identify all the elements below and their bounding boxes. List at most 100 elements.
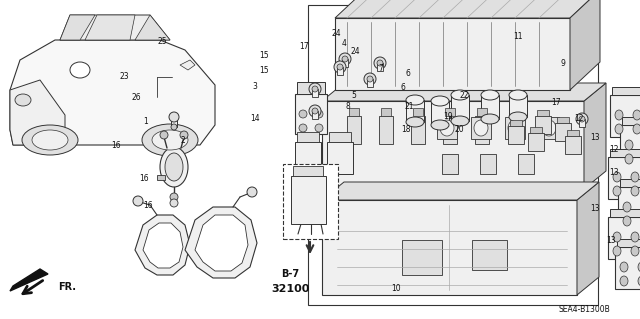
Text: 13: 13 [590,133,600,142]
Bar [539,117,559,139]
Ellipse shape [638,262,640,272]
Bar [171,117,177,127]
Bar [437,117,457,139]
Ellipse shape [406,117,424,127]
Bar [377,63,383,71]
Bar [367,79,373,87]
Ellipse shape [339,53,351,65]
Bar [431,101,449,125]
Ellipse shape [631,186,639,196]
Ellipse shape [509,90,527,100]
Ellipse shape [367,76,373,82]
Bar [505,117,525,139]
Ellipse shape [169,112,179,122]
Text: 24: 24 [331,29,341,38]
Bar [291,176,326,224]
Bar [475,116,489,144]
Bar [518,154,534,174]
Text: 4: 4 [342,39,347,48]
Ellipse shape [615,124,623,134]
Ellipse shape [623,202,631,212]
Ellipse shape [160,147,188,187]
Ellipse shape [180,131,188,139]
Bar [442,154,458,174]
Bar [509,95,527,117]
Text: 12: 12 [610,145,619,154]
Ellipse shape [32,130,68,150]
Ellipse shape [374,57,386,69]
Polygon shape [143,223,183,268]
Text: 6: 6 [406,69,411,78]
Ellipse shape [170,199,178,207]
Text: 9: 9 [561,59,566,68]
Polygon shape [584,83,606,189]
Bar [477,108,487,116]
Text: 22: 22 [460,91,469,100]
Bar [535,116,551,134]
Ellipse shape [406,95,424,105]
Polygon shape [60,15,95,40]
Bar [381,108,391,116]
Ellipse shape [623,216,631,226]
Polygon shape [85,15,135,40]
Bar [612,87,640,95]
Text: 8: 8 [345,102,350,111]
Text: 2: 2 [180,136,185,145]
Text: 13: 13 [606,236,616,245]
Ellipse shape [133,196,143,206]
Ellipse shape [576,113,588,125]
Ellipse shape [451,116,469,126]
Ellipse shape [625,140,633,150]
Text: B-7: B-7 [281,269,299,279]
Polygon shape [322,182,599,200]
Bar [528,133,544,151]
Bar [327,142,353,174]
Bar [297,132,319,142]
Ellipse shape [542,120,556,136]
Bar [295,94,327,134]
Polygon shape [570,0,600,90]
Text: 21: 21 [405,102,414,111]
Bar [411,116,425,144]
Bar [480,154,496,174]
Bar [622,117,640,125]
Bar [555,123,571,141]
Bar [610,209,640,217]
Bar [471,117,491,139]
Bar [445,108,455,116]
Ellipse shape [334,61,346,73]
Ellipse shape [613,186,621,196]
Ellipse shape [342,56,348,62]
Polygon shape [335,0,600,18]
Polygon shape [10,40,215,145]
Text: 1: 1 [143,117,148,126]
Ellipse shape [315,110,323,118]
Ellipse shape [431,120,449,130]
Bar [508,126,524,144]
Ellipse shape [620,276,628,286]
Polygon shape [180,60,195,70]
Ellipse shape [509,112,527,122]
Text: 13: 13 [609,168,620,177]
Bar [610,95,640,137]
Ellipse shape [633,124,640,134]
Bar [347,116,361,144]
Text: FR.: FR. [58,282,76,292]
Text: 17: 17 [299,42,309,51]
Text: 16: 16 [139,174,149,183]
Text: 15: 15 [259,66,269,75]
Ellipse shape [474,120,488,136]
Text: 26: 26 [131,93,141,102]
Bar [349,108,359,116]
Bar [308,5,598,305]
Ellipse shape [431,96,449,106]
Bar [472,240,507,270]
Polygon shape [10,269,48,291]
Polygon shape [577,182,599,295]
Ellipse shape [615,110,623,120]
Bar [620,179,640,187]
Bar [608,217,640,259]
Ellipse shape [481,114,499,124]
Ellipse shape [620,262,628,272]
Ellipse shape [364,73,376,85]
